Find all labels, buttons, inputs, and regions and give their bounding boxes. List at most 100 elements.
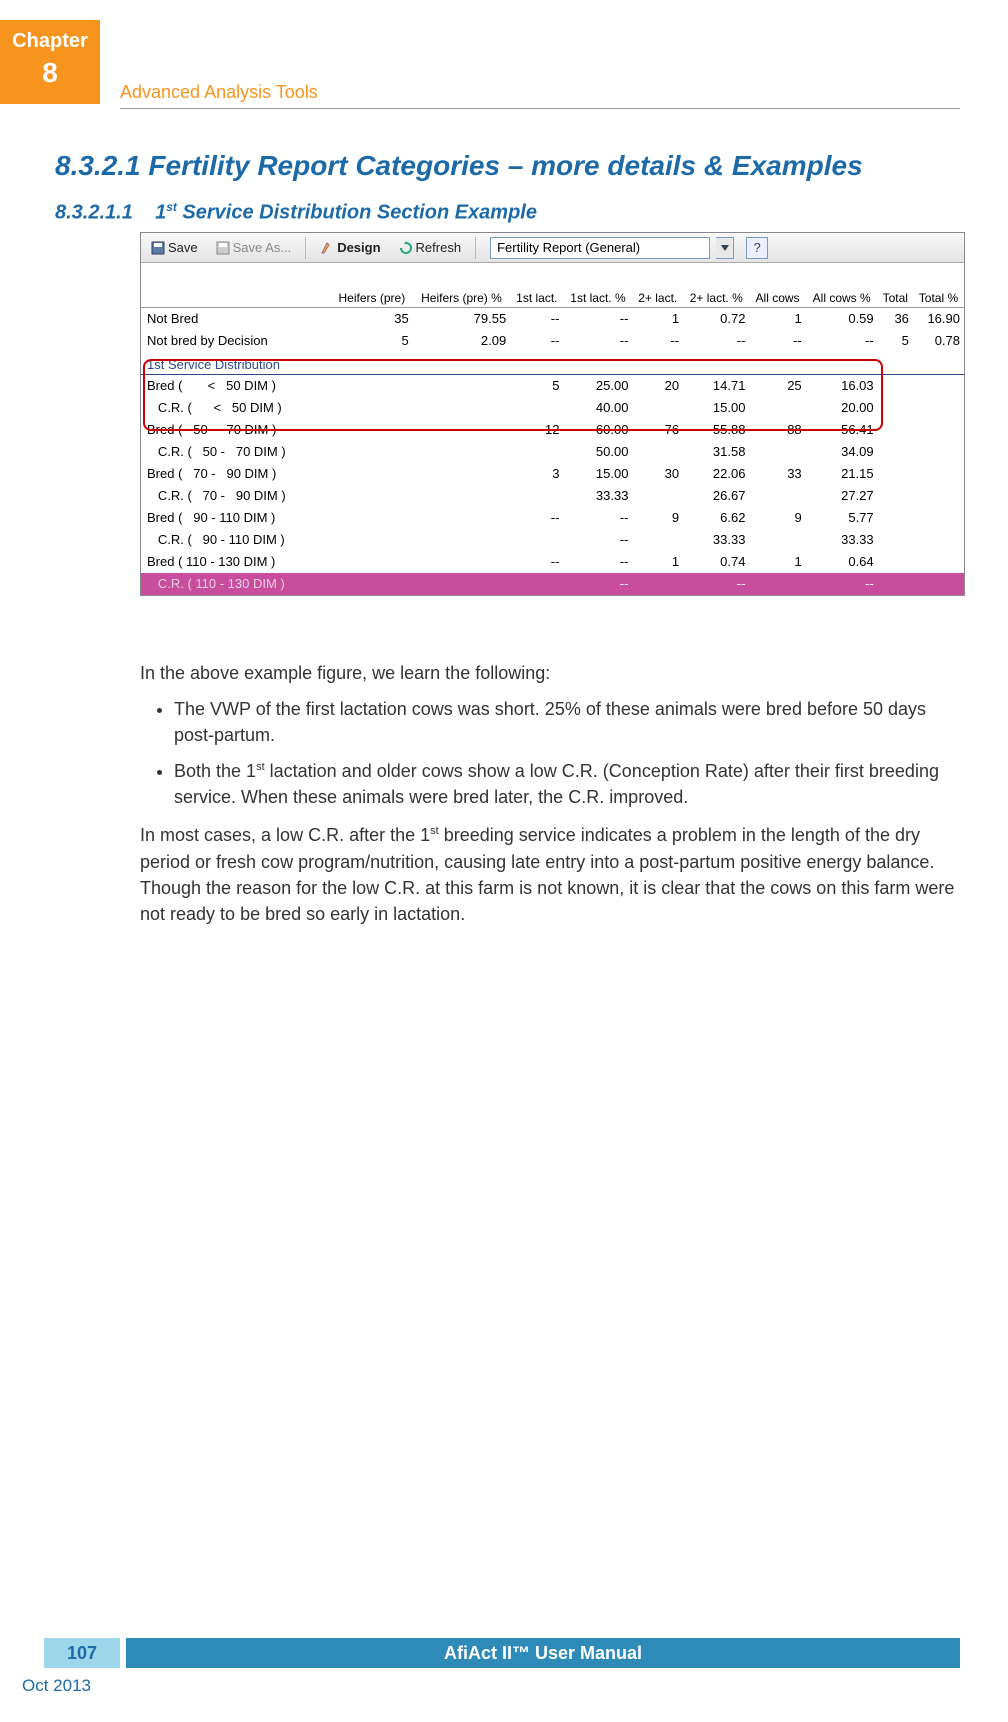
bullet2-sup: st [256, 761, 265, 773]
cell [331, 485, 413, 507]
cell: -- [563, 573, 632, 595]
cell [413, 419, 510, 441]
design-button[interactable]: Design [314, 238, 386, 257]
design-icon [320, 241, 334, 255]
cell: 35 [331, 307, 413, 329]
cell [878, 419, 913, 441]
refresh-label: Refresh [416, 240, 462, 255]
para-2: In most cases, a low C.R. after the 1st … [140, 822, 958, 926]
cell [913, 419, 964, 441]
cell: 1 [749, 551, 805, 573]
cell: 30 [632, 463, 683, 485]
col-header: 2+ lact. % [683, 263, 749, 307]
cell [331, 375, 413, 397]
dropdown-value: Fertility Report (General) [497, 240, 640, 255]
bullet-1: The VWP of the first lactation cows was … [174, 696, 958, 748]
cell: 5 [510, 375, 563, 397]
cell [749, 573, 805, 595]
report-table: Heifers (pre)Heifers (pre) %1st lact.1st… [141, 263, 964, 595]
cell [878, 463, 913, 485]
table-row: Bred ( < 50 DIM )525.002014.712516.03 [141, 375, 964, 397]
save-label: Save [168, 240, 198, 255]
para2-a: In most cases, a low C.R. after the 1 [140, 825, 430, 845]
cell: 2.09 [413, 329, 510, 351]
cell: -- [510, 307, 563, 329]
cell [878, 551, 913, 573]
dropdown-arrow[interactable] [716, 237, 734, 259]
cell: 20.00 [806, 397, 878, 419]
cell: -- [510, 551, 563, 573]
col-header: Total % [913, 263, 964, 307]
table-row: C.R. ( 90 - 110 DIM )--33.3333.33 [141, 529, 964, 551]
section-heading-1: 8.3.2.1 Fertility Report Categories – mo… [55, 150, 863, 182]
row-label: Not Bred [141, 307, 331, 329]
cell: -- [563, 551, 632, 573]
h2-post: Service Distribution Section Example [177, 202, 537, 224]
table-row: Bred ( 90 - 110 DIM )----96.6295.77 [141, 507, 964, 529]
cell [913, 397, 964, 419]
cell: 40.00 [563, 397, 632, 419]
cell: 0.64 [806, 551, 878, 573]
cell [632, 529, 683, 551]
cell [510, 529, 563, 551]
footer-title: AfiAct II™ User Manual [126, 1638, 960, 1668]
col-header: Heifers (pre) [331, 263, 413, 307]
cell [878, 375, 913, 397]
report-dropdown[interactable]: Fertility Report (General) [490, 237, 710, 259]
row-label: Bred ( 70 - 90 DIM ) [141, 463, 331, 485]
row-label: Bred ( < 50 DIM ) [141, 375, 331, 397]
cell: 0.78 [913, 329, 964, 351]
cell: 5.77 [806, 507, 878, 529]
table-row: Bred ( 50 - 70 DIM )1260.007655.888856.4… [141, 419, 964, 441]
cell: -- [563, 329, 632, 351]
saveas-button[interactable]: Save As... [210, 238, 298, 257]
cell [331, 419, 413, 441]
cell: -- [563, 507, 632, 529]
section-header-row: 1st Service Distribution [141, 351, 964, 375]
table-row: Bred ( 70 - 90 DIM )315.003022.063321.15 [141, 463, 964, 485]
cell: 76 [632, 419, 683, 441]
table-row: C.R. ( 110 - 130 DIM )------ [141, 573, 964, 595]
cell [331, 397, 413, 419]
cell [749, 397, 805, 419]
row-label: C.R. ( 50 - 70 DIM ) [141, 441, 331, 463]
bullet2-b: lactation and older cows show a low C.R.… [174, 761, 939, 807]
cell: 33.33 [806, 529, 878, 551]
saveas-icon [216, 241, 230, 255]
cell [331, 573, 413, 595]
cell [331, 507, 413, 529]
cell [510, 485, 563, 507]
col-header: 1st lact. % [563, 263, 632, 307]
save-button[interactable]: Save [145, 238, 204, 257]
cell: 12 [510, 419, 563, 441]
cell: -- [510, 329, 563, 351]
cell [510, 573, 563, 595]
cell [749, 441, 805, 463]
cell: -- [683, 573, 749, 595]
cell: 26.67 [683, 485, 749, 507]
cell [413, 551, 510, 573]
cell: 20 [632, 375, 683, 397]
cell [413, 529, 510, 551]
h2-sup: st [166, 200, 177, 214]
report-figure: Save Save As... Design Refresh Fertility… [140, 232, 965, 596]
cell [913, 463, 964, 485]
cell [510, 441, 563, 463]
refresh-button[interactable]: Refresh [393, 238, 468, 257]
refresh-icon [399, 241, 413, 255]
section-label: 1st Service Distribution [141, 351, 964, 375]
page-number: 107 [44, 1638, 120, 1668]
table-row: Not bred by Decision52.09------------50.… [141, 329, 964, 351]
cell [413, 485, 510, 507]
row-label: C.R. ( 90 - 110 DIM ) [141, 529, 331, 551]
chapter-word: Chapter [0, 30, 100, 53]
cell: 25.00 [563, 375, 632, 397]
toolbar-sep-2 [475, 237, 476, 259]
cell [878, 485, 913, 507]
intro-para: In the above example figure, we learn th… [140, 660, 958, 686]
row-label: Not bred by Decision [141, 329, 331, 351]
help-button[interactable]: ? [746, 237, 768, 259]
body-text: In the above example figure, we learn th… [140, 660, 958, 937]
cell [413, 397, 510, 419]
cell: 14.71 [683, 375, 749, 397]
